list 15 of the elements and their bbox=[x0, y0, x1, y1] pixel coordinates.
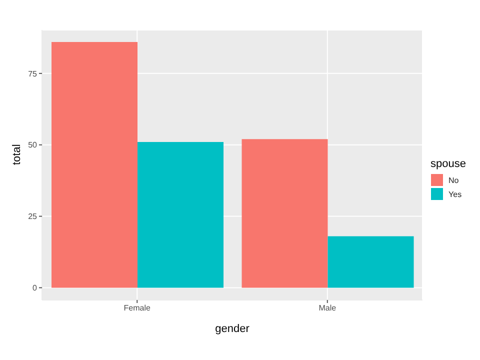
y-tick-label: 0 bbox=[32, 284, 38, 293]
y-tick-label: 75 bbox=[28, 69, 38, 78]
bar bbox=[138, 142, 224, 288]
y-tick-label: 25 bbox=[28, 212, 38, 222]
x-tick-label: Male bbox=[318, 304, 337, 313]
x-tick-label: Female bbox=[124, 304, 152, 313]
x-axis-title: gender bbox=[215, 323, 250, 335]
legend-title: spouse bbox=[430, 158, 466, 170]
bar bbox=[52, 42, 138, 288]
legend-label: No bbox=[448, 176, 459, 184]
bar bbox=[328, 236, 414, 288]
y-axis-title: total bbox=[10, 144, 23, 165]
legend-label: Yes bbox=[448, 190, 462, 198]
bar bbox=[242, 139, 328, 288]
y-tick-label: 50 bbox=[28, 140, 38, 150]
